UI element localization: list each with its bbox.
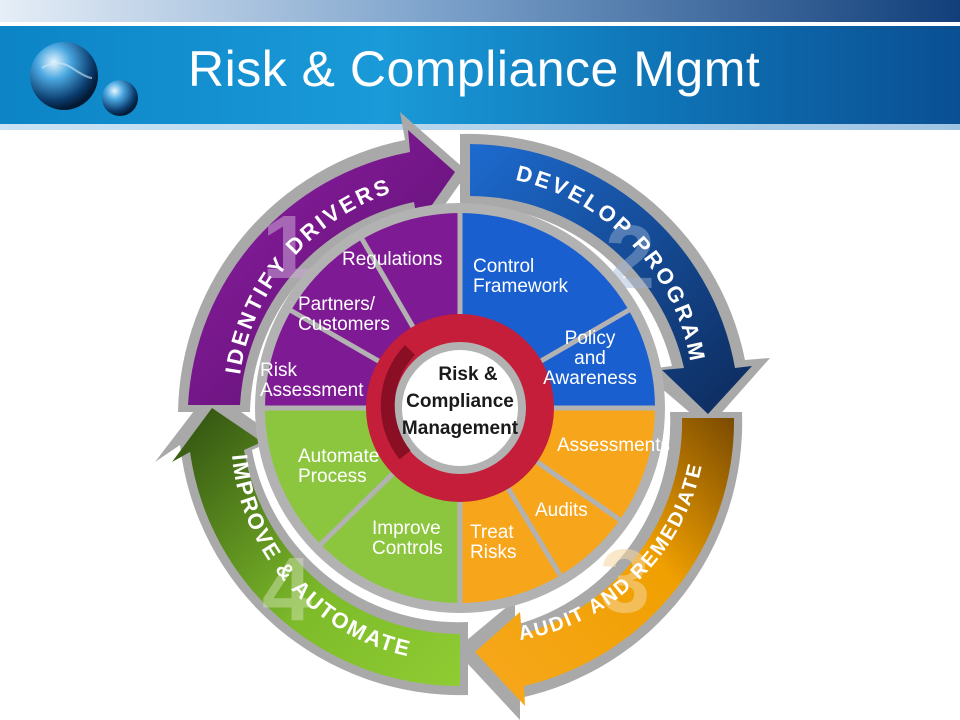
segment-partners-line2: Customers (298, 314, 390, 335)
segment-automate-line1: Automate (298, 446, 379, 467)
quadrant-number-4: 4 (262, 540, 312, 640)
segment-risk-line1: Risk (260, 360, 297, 381)
center-text-line1: Risk & (438, 364, 497, 385)
center-red-ring (366, 314, 554, 502)
segment-automate-line2: Process (298, 466, 367, 487)
segment-treat-line1: Treat (470, 522, 514, 543)
center-text-line2: Compliance (406, 391, 514, 412)
segment-improve-line2: Controls (372, 538, 443, 559)
segment-policy-line3: Awareness (543, 368, 637, 389)
segment-partners-line1: Partners/ (298, 294, 376, 315)
segment-regulations: Regulations (342, 249, 442, 270)
band-improve-automate (172, 408, 460, 687)
band-develop-program (470, 144, 752, 414)
globe-logo-icon (30, 42, 138, 116)
segment-control-line1: Control (473, 256, 534, 277)
center-ring-arrow (380, 345, 416, 460)
band-audit-remediate (475, 418, 735, 706)
page-title: Risk & Compliance Mgmt (188, 41, 761, 97)
segment-treat-line2: Risks (470, 542, 516, 563)
header-banner (0, 26, 960, 124)
segment-improve-line1: Improve (372, 518, 441, 539)
header-underline (0, 124, 960, 130)
segment-audits: Audits (535, 500, 588, 521)
segment-policy-line1: Policy (565, 328, 616, 349)
segment-risk-line2: Assessment (260, 380, 364, 401)
top-accent-bar (0, 0, 960, 22)
segment-assessments: Assessments (557, 435, 670, 456)
center-text-line3: Management (402, 418, 519, 439)
segment-control-line2: Framework (473, 276, 569, 297)
band-identify-drivers (188, 130, 455, 405)
segment-policy-line2: and (574, 348, 606, 369)
center-white (402, 350, 518, 466)
